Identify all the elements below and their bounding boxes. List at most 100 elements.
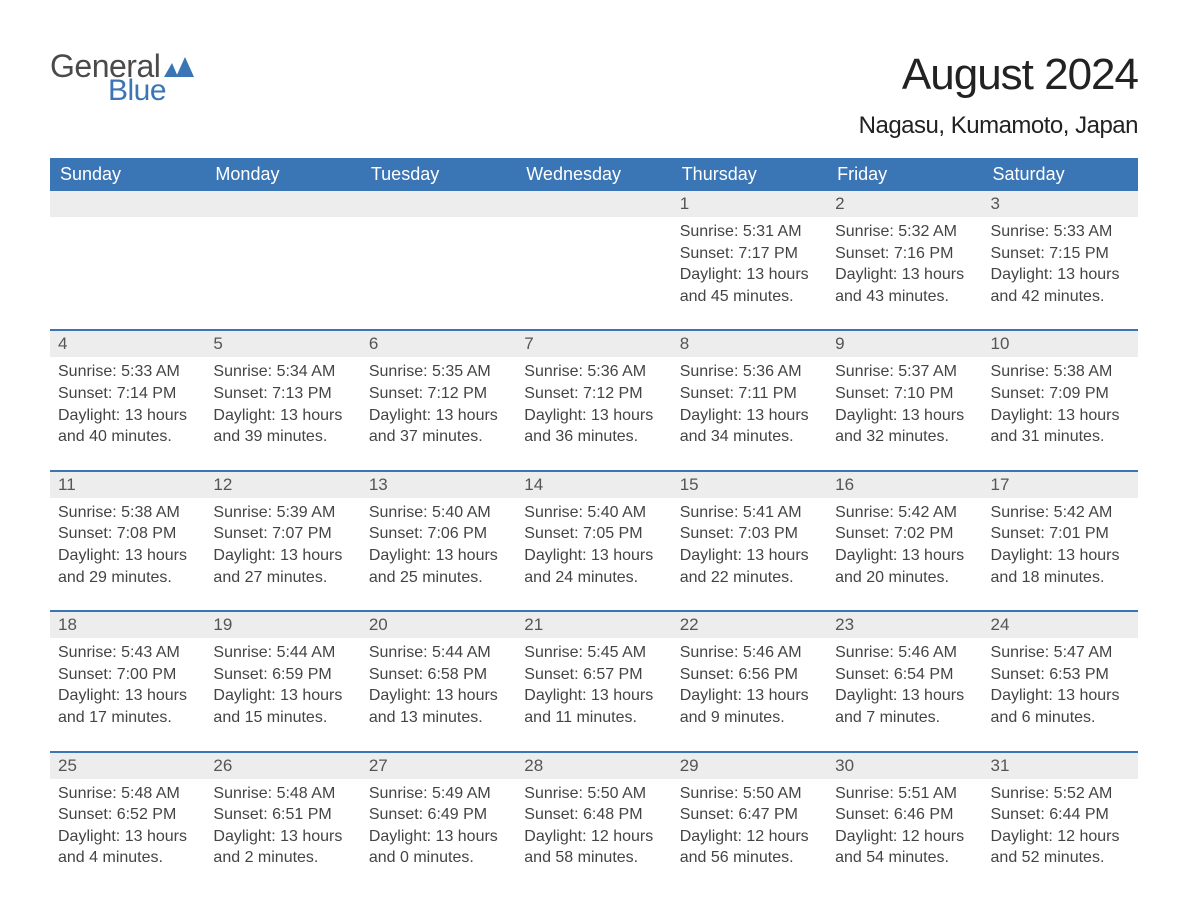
daylight-line: Daylight: 13 hours and 31 minutes. xyxy=(991,405,1130,448)
day-body-cell: Sunrise: 5:43 AMSunset: 7:00 PMDaylight:… xyxy=(50,638,205,751)
day-number-cell: 18 xyxy=(50,612,205,638)
day-body-cell: Sunrise: 5:51 AMSunset: 6:46 PMDaylight:… xyxy=(827,779,982,877)
sunset-line: Sunset: 7:09 PM xyxy=(991,383,1130,405)
sunset-line: Sunset: 7:06 PM xyxy=(369,523,508,545)
day-body-cell: Sunrise: 5:34 AMSunset: 7:13 PMDaylight:… xyxy=(205,357,360,470)
daylight-line: Daylight: 13 hours and 34 minutes. xyxy=(680,405,819,448)
day-number-cell: 29 xyxy=(672,753,827,779)
day-number-cell: 1 xyxy=(672,191,827,217)
day-number-cell: 4 xyxy=(50,331,205,357)
day-number-cell: 6 xyxy=(361,331,516,357)
sunrise-line: Sunrise: 5:41 AM xyxy=(680,502,819,524)
day-number-cell xyxy=(205,191,360,217)
daylight-line: Daylight: 13 hours and 27 minutes. xyxy=(213,545,352,588)
day-header: Tuesday xyxy=(361,158,516,191)
sunrise-line: Sunrise: 5:33 AM xyxy=(58,361,197,383)
day-number-cell: 16 xyxy=(827,472,982,498)
daylight-line: Daylight: 12 hours and 52 minutes. xyxy=(991,826,1130,869)
day-number-cell: 11 xyxy=(50,472,205,498)
day-number-cell: 20 xyxy=(361,612,516,638)
daylight-line: Daylight: 12 hours and 54 minutes. xyxy=(835,826,974,869)
day-body-cell: Sunrise: 5:50 AMSunset: 6:47 PMDaylight:… xyxy=(672,779,827,877)
sunset-line: Sunset: 7:02 PM xyxy=(835,523,974,545)
day-body-row: Sunrise: 5:48 AMSunset: 6:52 PM Daylight:… xyxy=(50,779,1138,877)
page-header: General Blue August 2024 Nagasu, Kumamot… xyxy=(50,50,1138,140)
daylight-line: Daylight: 12 hours and 58 minutes. xyxy=(524,826,663,869)
day-number-cell: 28 xyxy=(516,753,671,779)
sunset-line: Sunset: 6:47 PM xyxy=(680,804,819,826)
day-body-cell: Sunrise: 5:37 AMSunset: 7:10 PMDaylight:… xyxy=(827,357,982,470)
sunset-line: Sunset: 7:17 PM xyxy=(680,243,819,265)
day-number-cell: 15 xyxy=(672,472,827,498)
day-number-cell: 17 xyxy=(983,472,1138,498)
sunset-line: Sunset: 6:48 PM xyxy=(524,804,663,826)
sunrise-line: Sunrise: 5:51 AM xyxy=(835,783,974,805)
day-number-cell xyxy=(516,191,671,217)
day-header: Saturday xyxy=(983,158,1138,191)
sunset-line: Sunset: 7:10 PM xyxy=(835,383,974,405)
daylight-line: Daylight: 13 hours and 9 minutes. xyxy=(680,685,819,728)
day-body-cell: Sunrise: 5:52 AMSunset: 6:44 PMDaylight:… xyxy=(983,779,1138,877)
sunset-line: Sunset: 7:08 PM xyxy=(58,523,197,545)
day-number-row: 11121314151617 xyxy=(50,472,1138,498)
daylight-line: Daylight: 13 hours and 37 minutes. xyxy=(369,405,508,448)
day-number-cell: 3 xyxy=(983,191,1138,217)
daylight-line: Daylight: 13 hours and 29 minutes. xyxy=(58,545,197,588)
sunrise-line: Sunrise: 5:35 AM xyxy=(369,361,508,383)
day-body-cell: Sunrise: 5:32 AMSunset: 7:16 PMDaylight:… xyxy=(827,217,982,330)
sunset-line: Sunset: 7:14 PM xyxy=(58,383,197,405)
sunset-line: Sunset: 6:44 PM xyxy=(991,804,1130,826)
sunset-line: Sunset: 7:11 PM xyxy=(680,383,819,405)
day-body-cell: Sunrise: 5:39 AMSunset: 7:07 PMDaylight:… xyxy=(205,498,360,611)
day-body-cell: Sunrise: 5:40 AMSunset: 7:06 PMDaylight:… xyxy=(361,498,516,611)
day-body-cell: Sunrise: 5:48 AMSunset: 6:52 PMDaylight:… xyxy=(50,779,205,877)
day-number-cell: 14 xyxy=(516,472,671,498)
daylight-line: Daylight: 13 hours and 25 minutes. xyxy=(369,545,508,588)
day-number-cell: 5 xyxy=(205,331,360,357)
sunrise-line: Sunrise: 5:48 AM xyxy=(58,783,197,805)
day-number-row: 45678910 xyxy=(50,331,1138,357)
day-number-cell: 12 xyxy=(205,472,360,498)
calendar-header: Sunday Monday Tuesday Wednesday Thursday… xyxy=(50,158,1138,191)
day-body-cell: Sunrise: 5:46 AMSunset: 6:56 PMDaylight:… xyxy=(672,638,827,751)
sunrise-line: Sunrise: 5:36 AM xyxy=(680,361,819,383)
day-body-row: Sunrise: 5:38 AMSunset: 7:08 PMDaylight:… xyxy=(50,498,1138,611)
sunset-line: Sunset: 7:15 PM xyxy=(991,243,1130,265)
daylight-line: Daylight: 13 hours and 6 minutes. xyxy=(991,685,1130,728)
daylight-line: Daylight: 13 hours and 13 minutes. xyxy=(369,685,508,728)
day-number-cell: 13 xyxy=(361,472,516,498)
daylight-line: Daylight: 13 hours and 42 minutes. xyxy=(991,264,1130,307)
day-body-cell: Sunrise: 5:36 AMSunset: 7:12 PMDaylight:… xyxy=(516,357,671,470)
sunrise-line: Sunrise: 5:44 AM xyxy=(213,642,352,664)
sunrise-line: Sunrise: 5:38 AM xyxy=(991,361,1130,383)
title-block: August 2024 Nagasu, Kumamoto, Japan xyxy=(859,50,1138,140)
day-body-cell: Sunrise: 5:45 AMSunset: 6:57 PMDaylight:… xyxy=(516,638,671,751)
daylight-line: Daylight: 13 hours and 20 minutes. xyxy=(835,545,974,588)
daylight-line: Daylight: 13 hours and 15 minutes. xyxy=(213,685,352,728)
brand-text-blue: Blue xyxy=(108,76,194,106)
sunrise-line: Sunrise: 5:49 AM xyxy=(369,783,508,805)
day-number-cell: 7 xyxy=(516,331,671,357)
day-body-cell: Sunrise: 5:36 AMSunset: 7:11 PMDaylight:… xyxy=(672,357,827,470)
day-body-cell: Sunrise: 5:33 AMSunset: 7:14 PMDaylight:… xyxy=(50,357,205,470)
day-number-cell: 27 xyxy=(361,753,516,779)
calendar-body: 12 3 Sunrise: 5:31 AMSunset: 7:17 PM Daylig… xyxy=(50,191,1138,877)
sunset-line: Sunset: 6:53 PM xyxy=(991,664,1130,686)
sunrise-line: Sunrise: 5:47 AM xyxy=(991,642,1130,664)
sunset-line: Sunset: 7:07 PM xyxy=(213,523,352,545)
daylight-line: Daylight: 13 hours and 18 minutes. xyxy=(991,545,1130,588)
sunset-line: Sunset: 6:52 PM xyxy=(58,804,197,826)
sunrise-line: Sunrise: 5:37 AM xyxy=(835,361,974,383)
sunrise-line: Sunrise: 5:46 AM xyxy=(835,642,974,664)
daylight-line: Daylight: 13 hours and 43 minutes. xyxy=(835,264,974,307)
sunrise-line: Sunrise: 5:33 AM xyxy=(991,221,1130,243)
daylight-line: Daylight: 13 hours and 36 minutes. xyxy=(524,405,663,448)
sunset-line: Sunset: 7:12 PM xyxy=(369,383,508,405)
sunrise-line: Sunrise: 5:31 AM xyxy=(680,221,819,243)
daylight-line: Daylight: 13 hours and 17 minutes. xyxy=(58,685,197,728)
day-number-cell: 31 xyxy=(983,753,1138,779)
daylight-line: Daylight: 13 hours and 40 minutes. xyxy=(58,405,197,448)
sunset-line: Sunset: 7:00 PM xyxy=(58,664,197,686)
month-title: August 2024 xyxy=(859,50,1138,100)
daylight-line: Daylight: 13 hours and 22 minutes. xyxy=(680,545,819,588)
